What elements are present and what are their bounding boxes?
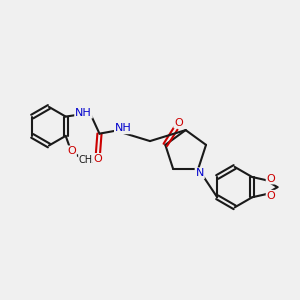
Text: O: O [94, 154, 102, 164]
Text: CH₃: CH₃ [79, 155, 97, 165]
Text: NH: NH [115, 123, 132, 133]
Text: N: N [196, 168, 204, 178]
Text: O: O [267, 173, 275, 184]
Text: O: O [267, 191, 275, 201]
Text: O: O [174, 118, 183, 128]
Text: O: O [67, 146, 76, 156]
Text: NH: NH [75, 108, 92, 118]
